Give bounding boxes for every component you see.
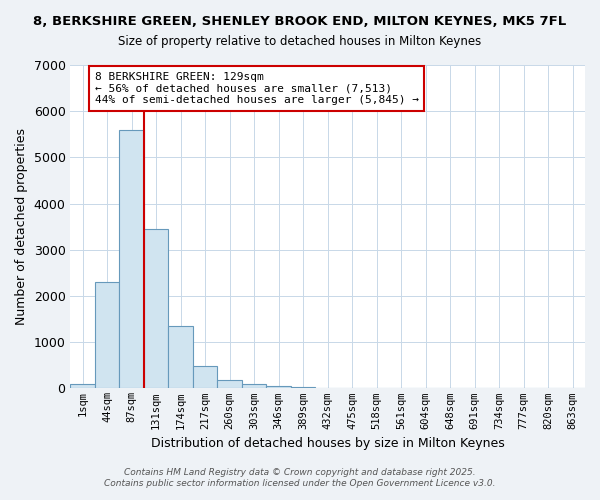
Text: Contains HM Land Registry data © Crown copyright and database right 2025.
Contai: Contains HM Land Registry data © Crown c…: [104, 468, 496, 487]
Bar: [291, 387, 316, 388]
Text: 8, BERKSHIRE GREEN, SHENLEY BROOK END, MILTON KEYNES, MK5 7FL: 8, BERKSHIRE GREEN, SHENLEY BROOK END, M…: [34, 15, 566, 28]
Text: 8 BERKSHIRE GREEN: 129sqm
← 56% of detached houses are smaller (7,513)
44% of se: 8 BERKSHIRE GREEN: 129sqm ← 56% of detac…: [95, 72, 419, 105]
Bar: [242, 384, 266, 388]
Bar: [169, 326, 193, 388]
X-axis label: Distribution of detached houses by size in Milton Keynes: Distribution of detached houses by size …: [151, 437, 505, 450]
Bar: [119, 130, 144, 388]
Text: Size of property relative to detached houses in Milton Keynes: Size of property relative to detached ho…: [118, 35, 482, 48]
Bar: [70, 384, 95, 388]
Bar: [95, 282, 119, 389]
Bar: [144, 229, 169, 388]
Y-axis label: Number of detached properties: Number of detached properties: [15, 128, 28, 325]
Bar: [193, 366, 217, 388]
Bar: [217, 380, 242, 388]
Bar: [266, 386, 291, 388]
